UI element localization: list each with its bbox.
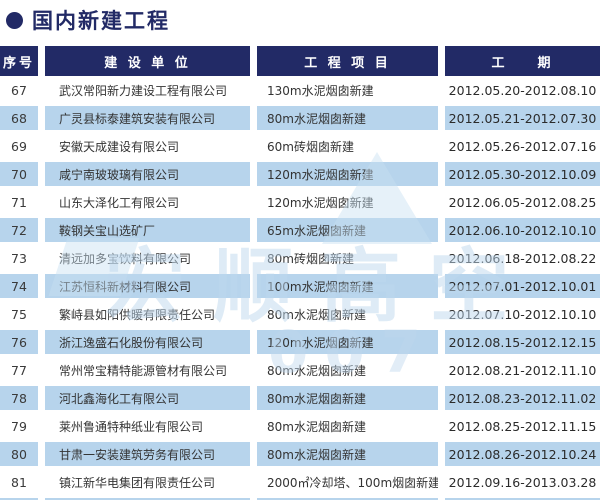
cell-period: 2012.05.26-2012.07.16: [448, 138, 597, 154]
cell-company: 常州常宝精特能源管材有限公司: [59, 363, 228, 378]
cell-serial: 68: [0, 104, 38, 132]
table-body: 67 武汉常阳新力建设工程有限公司 130m水泥烟囱新建 2012.05.20-…: [0, 76, 600, 500]
section-title: 国内新建工程: [0, 0, 600, 46]
col-header-project: 工 程 项 目: [257, 46, 438, 76]
cell-project: 80m水泥烟囱新建: [257, 384, 438, 412]
cell-period: 2012.08.23-2012.11.02: [445, 384, 600, 412]
table-row: 70 咸宁南玻玻璃有限公司 120m水泥烟囱新建 2012.05.30-2012…: [0, 160, 600, 188]
cell-serial: 69: [11, 138, 27, 154]
cell-company: 繁峙县如阳供暖有限责任公司: [59, 307, 216, 322]
cell-period: 2012.05.21-2012.07.30: [445, 104, 600, 132]
cell-period: 2012.08.21-2012.11.10: [448, 362, 597, 378]
cell-serial: 67: [11, 82, 27, 98]
cell-project: 80m水泥烟囱新建: [257, 440, 438, 468]
cell-company: 江苏恒科新材料有限公司: [45, 272, 250, 300]
cell-company: 鞍钢关宝山选矿厂: [45, 216, 250, 244]
table-row: 78 河北鑫海化工有限公司 80m水泥烟囱新建 2012.08.23-2012.…: [0, 384, 600, 412]
cell-company: 浙江逸盛石化股份有限公司: [45, 328, 250, 356]
cell-project: 100m水泥烟囱新建: [257, 272, 438, 300]
table-row: 69 安徽天成建设有限公司 60m砖烟囱新建 2012.05.26-2012.0…: [0, 132, 600, 160]
cell-period: 2012.08.15-2012.12.15: [445, 328, 600, 356]
projects-table: 序号 建 设 单 位 工 程 项 目 工 期 67 武汉常阳新力建设工程有限公司…: [0, 46, 600, 500]
cell-project: 60m砖烟囱新建: [267, 139, 354, 154]
cell-project: 120m水泥烟囱新建: [257, 328, 438, 356]
cell-project: 120m水泥烟囱新建: [267, 195, 374, 210]
col-header-company: 建 设 单 位: [45, 46, 250, 76]
cell-project: 80m水泥烟囱新建: [267, 419, 366, 434]
cell-period: 2012.07.01-2012.10.01: [445, 272, 600, 300]
cell-company: 咸宁南玻玻璃有限公司: [45, 160, 250, 188]
table-row: 80 甘肃一安装建筑劳务有限公司 80m水泥烟囱新建 2012.08.26-20…: [0, 440, 600, 468]
cell-company: [45, 496, 250, 500]
cell-serial: [0, 496, 38, 500]
table-row: 74 江苏恒科新材料有限公司 100m水泥烟囱新建 2012.07.01-201…: [0, 272, 600, 300]
col-header-serial: 序号: [0, 46, 38, 76]
cell-period: 2012.06.05-2012.08.25: [448, 194, 597, 210]
cell-project: 120m水泥烟囱新建: [257, 160, 438, 188]
cell-period: 2012.08.26-2012.10.24: [445, 440, 600, 468]
cell-serial: 70: [0, 160, 38, 188]
table-row: [0, 496, 600, 500]
cell-project: 65m水泥烟囱新建: [257, 216, 438, 244]
cell-period: 2012.07.10-2012.10.10: [448, 306, 597, 322]
table-row: 71 山东大泽化工有限公司 120m水泥烟囱新建 2012.06.05-2012…: [0, 188, 600, 216]
cell-serial: 80: [0, 440, 38, 468]
cell-serial: 76: [0, 328, 38, 356]
table-row: 72 鞍钢关宝山选矿厂 65m水泥烟囱新建 2012.06.10-2012.10…: [0, 216, 600, 244]
table-row: 68 广灵县标泰建筑安装有限公司 80m水泥烟囱新建 2012.05.21-20…: [0, 104, 600, 132]
cell-project: 80m水泥烟囱新建: [267, 307, 366, 322]
cell-company: 莱州鲁通特种纸业有限公司: [59, 419, 204, 434]
cell-company: 河北鑫海化工有限公司: [45, 384, 250, 412]
table-header-row: 序号 建 设 单 位 工 程 项 目 工 期: [0, 46, 600, 76]
table-row: 75 繁峙县如阳供暖有限责任公司 80m水泥烟囱新建 2012.07.10-20…: [0, 300, 600, 328]
table-row: 76 浙江逸盛石化股份有限公司 120m水泥烟囱新建 2012.08.15-20…: [0, 328, 600, 356]
cell-period: 2012.06.18-2012.08.22: [448, 250, 597, 266]
cell-serial: 75: [11, 306, 27, 322]
cell-project: 130m水泥烟囱新建: [267, 83, 374, 98]
cell-company: 山东大泽化工有限公司: [59, 195, 180, 210]
cell-project: 80m水泥烟囱新建: [257, 104, 438, 132]
table-row: 81 镇江新华电集团有限责任公司 2000㎡冷却塔、100m烟囱新建 2012.…: [0, 468, 600, 496]
cell-period: 2012.05.30-2012.10.09: [445, 160, 600, 188]
cell-company: 安徽天成建设有限公司: [59, 139, 180, 154]
cell-project: 2000㎡冷却塔、100m烟囱新建: [267, 475, 438, 490]
col-header-period: 工 期: [445, 46, 600, 76]
cell-company: 镇江新华电集团有限责任公司: [59, 475, 216, 490]
cell-project: 80m砖烟囱新建: [267, 251, 354, 266]
cell-company: 甘肃一安装建筑劳务有限公司: [45, 440, 250, 468]
cell-period: 2012.08.25-2012.11.15: [448, 418, 597, 434]
cell-company: 清远加多宝饮料有限公司: [59, 251, 192, 266]
cell-period: [445, 496, 600, 500]
cell-period: 2012.09.16-2013.03.28: [448, 474, 597, 490]
cell-serial: 79: [11, 418, 27, 434]
cell-period: 2012.05.20-2012.08.10: [448, 82, 597, 98]
cell-project: 80m水泥烟囱新建: [267, 363, 366, 378]
cell-serial: 73: [11, 250, 27, 266]
cell-period: 2012.06.10-2012.10.10: [445, 216, 600, 244]
cell-serial: 74: [0, 272, 38, 300]
bullet-icon: [6, 11, 23, 29]
table-row: 79 莱州鲁通特种纸业有限公司 80m水泥烟囱新建 2012.08.25-201…: [0, 412, 600, 440]
cell-company: 广灵县标泰建筑安装有限公司: [45, 104, 250, 132]
table-row: 67 武汉常阳新力建设工程有限公司 130m水泥烟囱新建 2012.05.20-…: [0, 76, 600, 104]
cell-project: [257, 496, 438, 500]
cell-serial: 72: [0, 216, 38, 244]
cell-serial: 81: [11, 474, 27, 490]
cell-serial: 77: [11, 362, 27, 378]
table-row: 73 清远加多宝饮料有限公司 80m砖烟囱新建 2012.06.18-2012.…: [0, 244, 600, 272]
page-title: 国内新建工程: [32, 9, 170, 33]
table-row: 77 常州常宝精特能源管材有限公司 80m水泥烟囱新建 2012.08.21-2…: [0, 356, 600, 384]
cell-company: 武汉常阳新力建设工程有限公司: [59, 83, 228, 98]
cell-serial: 71: [11, 194, 27, 210]
cell-serial: 78: [0, 384, 38, 412]
